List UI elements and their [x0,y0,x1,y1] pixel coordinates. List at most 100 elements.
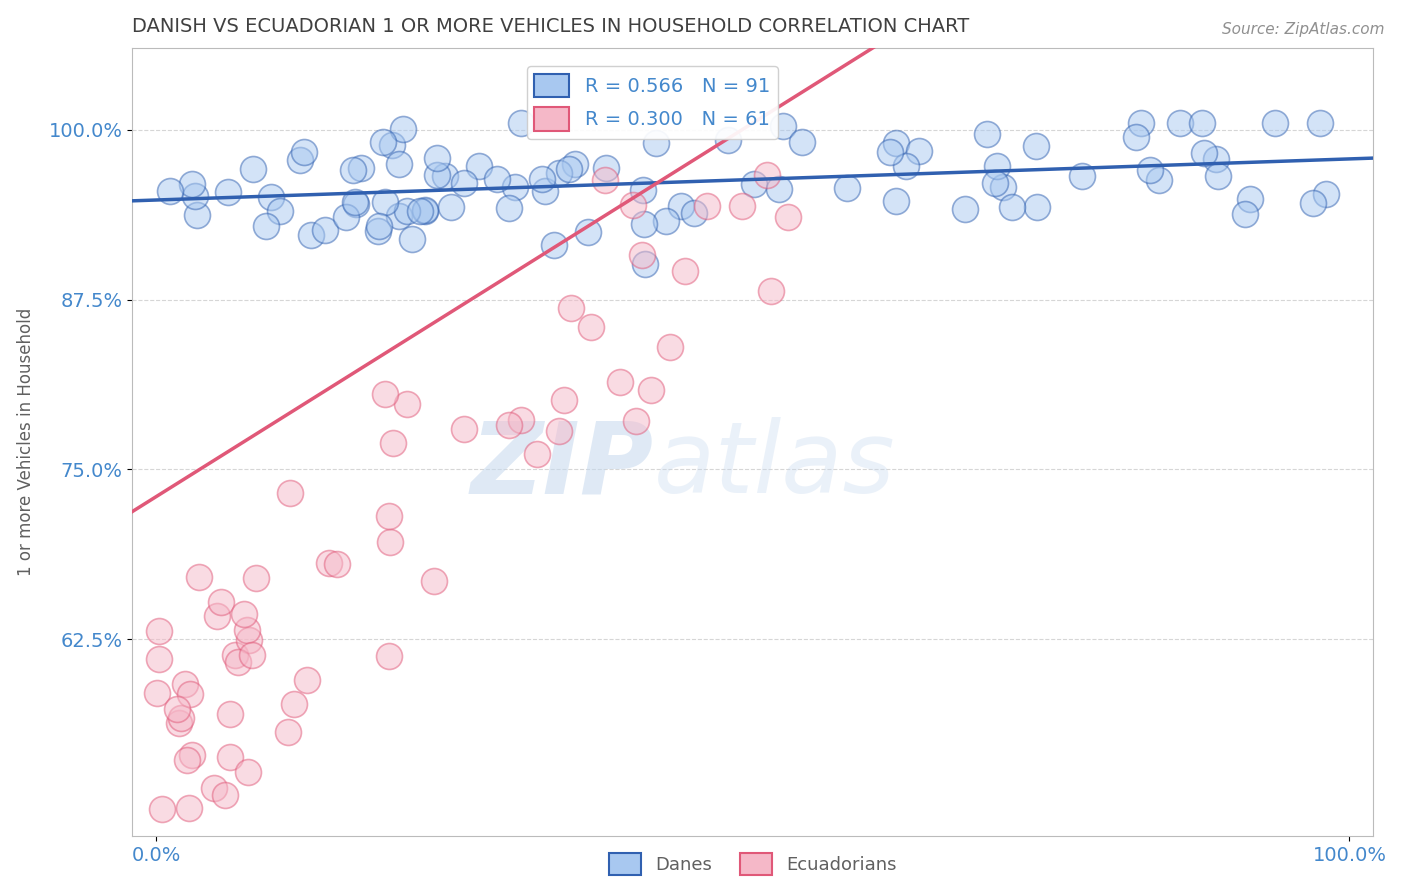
Point [382,435,405,450]
Point [413,202,436,217]
Point [1125,130,1147,145]
Point [146,686,169,700]
Point [207,609,229,624]
Point [245,572,267,586]
Point [150,802,173,816]
Point [408,203,430,218]
Point [209,595,232,609]
Point [290,153,312,168]
Point [378,508,401,523]
Point [188,570,211,584]
Point [240,648,263,662]
Point [202,780,225,795]
Point [169,711,191,725]
Y-axis label: 1 or more Vehicles in Household: 1 or more Vehicles in Household [17,308,35,576]
Point [235,623,257,637]
Point [609,375,631,389]
Point [790,135,813,149]
Point [768,182,790,196]
Point [159,184,181,198]
Point [505,180,527,194]
Point [683,205,706,219]
Point [1191,116,1213,130]
Point [179,801,201,815]
Point [278,486,301,500]
Point [1309,116,1331,130]
Point [440,200,463,214]
Point [655,214,678,228]
Point [595,161,617,175]
Point [401,232,423,246]
Point [579,319,602,334]
Point [717,133,740,147]
Point [742,177,765,191]
Point [593,173,616,187]
Point [277,725,299,739]
Point [1208,169,1230,183]
Point [759,284,782,298]
Point [509,116,531,130]
Point [955,202,977,216]
Point [548,424,571,438]
Point [395,397,418,411]
Point [1205,153,1227,167]
Text: ZIP: ZIP [471,417,654,515]
Point [467,159,489,173]
Point [214,788,236,802]
Point [543,238,565,252]
Point [673,264,696,278]
Point [1315,187,1337,202]
Point [148,652,170,666]
Point [633,217,655,231]
Point [772,119,794,133]
Point [371,135,394,149]
Point [1026,200,1049,214]
Point [1130,116,1153,130]
Point [186,209,208,223]
Point [576,225,599,239]
Point [1302,196,1324,211]
Point [292,145,315,159]
Point [325,558,347,572]
Point [426,151,449,165]
Point [388,157,411,171]
Point [377,649,399,664]
Point [671,199,693,213]
Point [645,136,668,150]
Point [176,753,198,767]
Point [621,198,644,212]
Point [217,185,239,199]
Point [1168,116,1191,130]
Point [367,224,389,238]
Point [283,697,305,711]
Point [986,159,1008,173]
Point [1147,172,1170,186]
Point [626,414,648,428]
Point [984,176,1007,190]
Point [884,136,907,150]
Point [396,203,419,218]
Point [179,687,201,701]
Point [991,180,1014,194]
Point [526,447,548,461]
Point [434,169,457,183]
Point [485,172,508,186]
Point [879,145,901,159]
Point [173,677,195,691]
Point [318,557,340,571]
Point [630,248,652,262]
Point [1071,169,1094,183]
Point [368,219,391,234]
Point [226,655,249,669]
Point [180,177,202,191]
Point [1234,206,1257,220]
Point [374,195,396,210]
Point [295,673,318,687]
Point [422,574,444,588]
Point [335,210,357,224]
Point [238,633,260,648]
Point [342,162,364,177]
Point [232,607,254,621]
Point [391,121,413,136]
Point [1025,138,1047,153]
